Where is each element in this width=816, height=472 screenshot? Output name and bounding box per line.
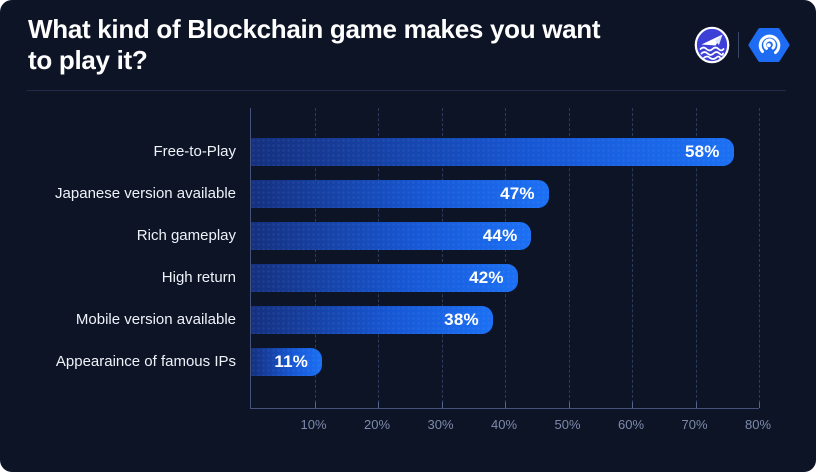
bar-free-to-play: 58% (251, 138, 734, 166)
tick-mark-80% (759, 402, 760, 408)
tick-mark-20% (378, 402, 379, 408)
logo-group (694, 25, 791, 65)
category-label: Rich gameplay (136, 227, 236, 244)
plot-area: 58% 47% 44% 42% 38% 11% (250, 108, 760, 409)
x-tick-label: 70% (681, 417, 708, 432)
bar-high-return: 42% (251, 264, 518, 292)
tick-mark-40% (505, 402, 506, 408)
gridline-10% (314, 108, 316, 408)
category-labels: Free-to-Play Japanese version available Ri… (0, 108, 236, 408)
bar-row: 44% (251, 222, 759, 250)
tick-mark-70% (695, 402, 697, 408)
bar-row: 11% (251, 348, 759, 376)
bar-row: 42% (251, 264, 759, 292)
bar-value-label: 38% (444, 310, 479, 329)
bar-mobile-version-available: 38% (251, 306, 493, 334)
page-title: What kind of Blockchain game makes you w… (28, 14, 601, 75)
gridline-40% (505, 108, 506, 408)
bar-row: 58% (251, 138, 759, 166)
bar-row: 38% (251, 306, 759, 334)
gridline-20% (378, 108, 379, 408)
gridline-30% (441, 108, 443, 408)
tick-mark-30% (441, 402, 443, 408)
tick-mark-50% (568, 402, 570, 408)
wave-sail-logo-icon (694, 26, 730, 64)
bar-appearaince-of-famous-ips: 11% (251, 348, 323, 376)
category-label: Appearaince of famous IPs (55, 353, 236, 370)
gridline-80% (759, 108, 760, 408)
hexagon-spiral-logo-icon (748, 28, 790, 62)
x-axis-tick-labels: 10% 20% 30% 40% 50% 60% 70% 80% (250, 417, 771, 433)
gridline-70% (695, 108, 697, 408)
tick-mark-60% (632, 402, 633, 408)
bar-value-label: 58% (684, 142, 720, 161)
x-tick-label: 20% (363, 417, 391, 432)
bar-japanese-version-available: 47% (251, 180, 549, 208)
x-tick-label: 40% (490, 417, 518, 432)
category-label: Free-to-Play (153, 143, 236, 160)
gridline-50% (568, 108, 570, 408)
x-tick-label: 80% (744, 417, 772, 432)
tick-mark-10% (314, 402, 316, 408)
x-tick-label: 10% (300, 417, 327, 432)
x-tick-label: 50% (554, 417, 581, 432)
gridline-60% (632, 108, 633, 408)
bar-value-label: 44% (482, 226, 518, 245)
logo-divider (738, 32, 739, 58)
category-label: Japanese version available (55, 185, 236, 202)
bar-row: 47% (251, 180, 759, 208)
bar-value-label: 42% (469, 268, 504, 287)
bar-value-label: 11% (274, 352, 309, 371)
header-divider (27, 90, 786, 91)
x-tick-label: 30% (427, 417, 454, 432)
category-label: High return (161, 269, 236, 286)
x-tick-label: 60% (617, 417, 645, 432)
bar-value-label: 47% (500, 184, 535, 203)
bar-rich-gameplay: 44% (251, 222, 532, 250)
category-label: Mobile version available (75, 311, 236, 328)
